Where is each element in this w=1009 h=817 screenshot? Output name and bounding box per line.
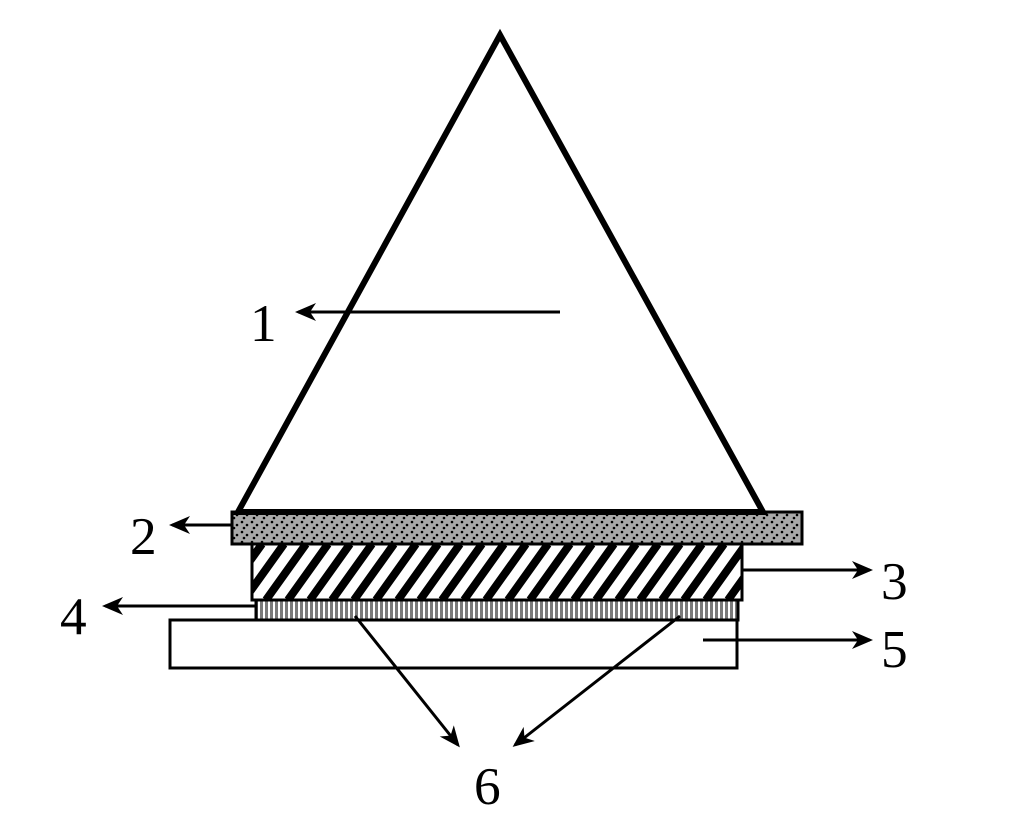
label-1: 1: [250, 292, 277, 354]
label-3: 3: [881, 550, 908, 612]
label-6: 6: [474, 755, 501, 817]
label-2: 2: [130, 505, 157, 567]
label-4: 4: [60, 585, 87, 647]
layer-2: [232, 512, 802, 544]
layer-5: [170, 620, 737, 668]
label-5: 5: [881, 618, 908, 680]
diagram-svg: [0, 0, 1009, 805]
triangle-1: [238, 35, 763, 512]
layer-4: [256, 600, 738, 620]
layer-3: [156, 544, 812, 600]
